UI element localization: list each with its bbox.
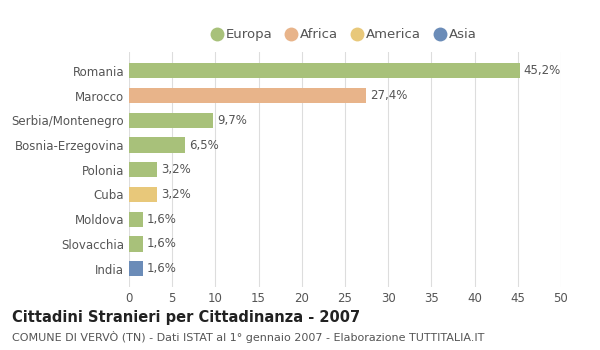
Text: 1,6%: 1,6%	[147, 262, 177, 275]
Legend: Europa, Africa, America, Asia: Europa, Africa, America, Asia	[214, 28, 476, 41]
Text: 27,4%: 27,4%	[370, 89, 407, 102]
Bar	[129, 162, 157, 177]
Text: COMUNE DI VERVÒ (TN) - Dati ISTAT al 1° gennaio 2007 - Elaborazione TUTTITALIA.I: COMUNE DI VERVÒ (TN) - Dati ISTAT al 1° …	[12, 331, 484, 343]
Text: Cittadini Stranieri per Cittadinanza - 2007: Cittadini Stranieri per Cittadinanza - 2…	[12, 310, 360, 325]
Bar	[129, 261, 143, 277]
Bar	[129, 236, 143, 252]
Text: 9,7%: 9,7%	[217, 114, 247, 127]
Text: 3,2%: 3,2%	[161, 188, 191, 201]
Bar	[129, 137, 185, 153]
Bar	[129, 63, 520, 78]
Text: 3,2%: 3,2%	[161, 163, 191, 176]
Text: 1,6%: 1,6%	[147, 213, 177, 226]
Text: 45,2%: 45,2%	[524, 64, 561, 77]
Text: 1,6%: 1,6%	[147, 237, 177, 251]
Bar	[129, 187, 157, 202]
Text: 6,5%: 6,5%	[190, 139, 219, 152]
Bar	[129, 211, 143, 227]
Bar	[129, 88, 366, 103]
Bar	[129, 113, 213, 128]
